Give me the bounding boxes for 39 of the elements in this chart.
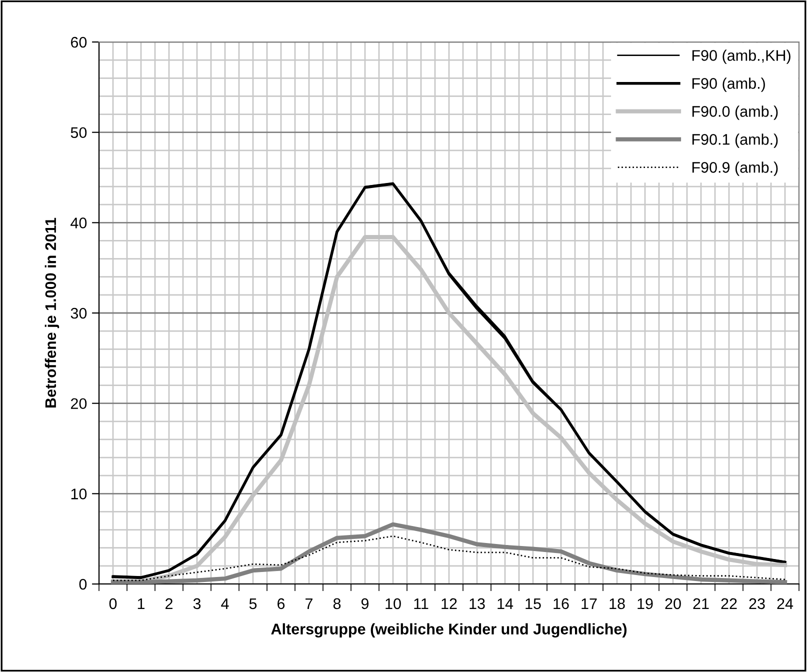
x-tick-label: 20 <box>665 598 681 610</box>
y-axis-title: Betroffene je 1.000 in 2011 <box>44 218 60 408</box>
x-tick-label: 1 <box>138 598 145 609</box>
x-tick-label: 7 <box>306 598 312 609</box>
x-tick-label: 14 <box>498 598 514 609</box>
x-tick-label: 16 <box>554 598 569 610</box>
x-tick-label: 2 <box>166 598 172 609</box>
x-tick-label: 18 <box>610 598 625 610</box>
x-tick-label: 15 <box>526 598 541 610</box>
x-tick-label: 8 <box>333 598 341 610</box>
y-tick-label: 40 <box>70 218 87 228</box>
y-tick-label: 20 <box>70 398 87 410</box>
x-tick-label: 17 <box>582 598 597 609</box>
y-tick-label: 50 <box>70 127 87 138</box>
x-tick-label: 10 <box>386 598 401 610</box>
legend-label: F90 (amb.) <box>692 78 765 92</box>
x-tick-label: 23 <box>749 598 765 610</box>
x-tick-label: 19 <box>638 598 653 610</box>
x-tick-label: 6 <box>278 598 285 610</box>
x-tick-label: 22 <box>721 598 737 609</box>
legend-label: F90.1 (amb.) <box>692 134 778 148</box>
x-tick-label: 24 <box>777 598 794 609</box>
x-axis-title: Altersgruppe (weibliche Kinder und Jugendliche) <box>271 623 627 638</box>
legend-label: F90.0 (amb.) <box>692 106 778 120</box>
legend-label: F90.9 (amb.) <box>692 162 778 176</box>
x-tick-label: 21 <box>693 598 709 609</box>
x-tick-label: 12 <box>442 598 457 609</box>
x-tick-label: 13 <box>470 598 485 610</box>
y-tick-label: 60 <box>70 36 87 48</box>
legend-label: F90 (amb.,KH) <box>692 50 790 64</box>
x-tick-label: 9 <box>361 598 369 610</box>
y-tick-label: 0 <box>79 578 87 590</box>
x-tick-label: 4 <box>221 598 229 609</box>
x-tick-label: 5 <box>249 598 257 610</box>
x-tick-label: 0 <box>109 598 117 610</box>
y-tick-label: 10 <box>71 488 87 500</box>
x-tick-label: 11 <box>414 598 428 609</box>
y-tick-label: 30 <box>70 308 87 319</box>
x-tick-label: 3 <box>193 598 201 610</box>
